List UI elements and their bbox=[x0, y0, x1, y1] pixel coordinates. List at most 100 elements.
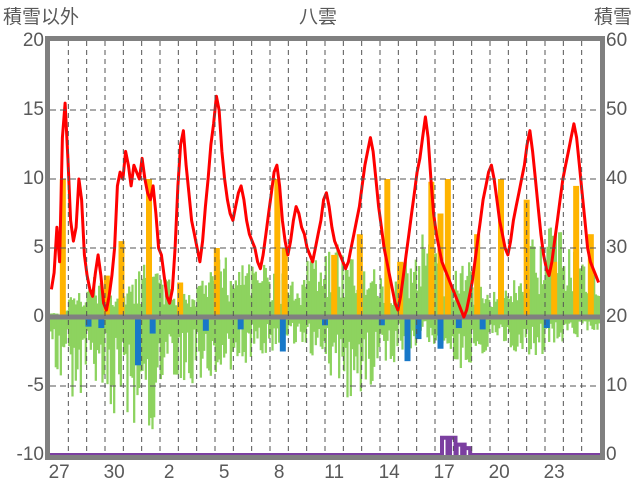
green-bar bbox=[556, 273, 559, 339]
green-bar bbox=[598, 295, 600, 324]
green-bar bbox=[359, 257, 362, 392]
green-bar bbox=[134, 279, 137, 342]
green-bar bbox=[264, 268, 267, 353]
green-bar bbox=[381, 286, 384, 335]
green-bar bbox=[158, 282, 161, 344]
green-bar bbox=[189, 306, 192, 379]
green-bar bbox=[336, 244, 339, 335]
green-bar bbox=[126, 293, 129, 413]
green-bar bbox=[519, 283, 522, 344]
green-bar bbox=[374, 284, 377, 332]
green-bar bbox=[81, 306, 84, 340]
green-bar bbox=[118, 303, 121, 375]
y-axis-right-tick-label: 0 bbox=[606, 444, 617, 465]
green-bar bbox=[371, 281, 374, 381]
green-bar bbox=[416, 290, 419, 326]
green-bar bbox=[173, 298, 176, 375]
green-bar bbox=[458, 293, 461, 334]
green-bar bbox=[79, 301, 82, 393]
green-bar bbox=[83, 305, 86, 339]
green-bar bbox=[491, 306, 494, 333]
x-axis-tick-label: 17 bbox=[433, 462, 455, 483]
green-bar bbox=[143, 264, 146, 364]
green-bar bbox=[351, 259, 354, 350]
green-bar bbox=[379, 278, 382, 334]
green-bar bbox=[423, 248, 426, 322]
green-bar bbox=[121, 305, 124, 342]
green-bar bbox=[161, 284, 164, 376]
orange-bar bbox=[428, 181, 435, 317]
left-axis-title: 積雪以外 bbox=[3, 7, 80, 28]
green-bar bbox=[154, 273, 157, 383]
green-bar bbox=[291, 281, 294, 323]
green-bar bbox=[93, 277, 96, 364]
green-bar bbox=[314, 260, 317, 346]
y-axis-left-tick-label: 15 bbox=[22, 99, 44, 120]
orange-bar bbox=[384, 179, 391, 317]
green-bar bbox=[268, 281, 271, 339]
green-bar bbox=[66, 310, 69, 330]
green-bar bbox=[493, 291, 496, 326]
green-bar bbox=[509, 296, 512, 348]
orange-bar bbox=[103, 275, 110, 317]
green-bar bbox=[124, 304, 127, 354]
green-bar bbox=[338, 286, 341, 379]
green-bar bbox=[263, 264, 266, 344]
green-bar bbox=[211, 276, 214, 342]
green-bar bbox=[50, 313, 52, 332]
green-bar bbox=[593, 274, 596, 330]
green-bar bbox=[354, 293, 357, 357]
green-bar bbox=[389, 303, 392, 359]
green-bar bbox=[569, 277, 572, 323]
x-axis-tick-label: 23 bbox=[543, 462, 565, 483]
green-bar bbox=[258, 282, 261, 328]
green-bar bbox=[206, 296, 209, 369]
green-bar bbox=[596, 295, 599, 330]
blue-bar bbox=[378, 317, 385, 326]
green-bar bbox=[559, 232, 562, 333]
green-bar bbox=[184, 299, 187, 363]
blue-bar bbox=[437, 317, 444, 349]
green-bar bbox=[579, 268, 582, 322]
green-bar bbox=[548, 228, 551, 342]
green-bar bbox=[56, 313, 59, 370]
green-bar bbox=[308, 281, 311, 324]
green-bar bbox=[188, 295, 191, 374]
green-bar bbox=[406, 273, 409, 341]
green-bar bbox=[68, 299, 71, 347]
green-bar bbox=[151, 276, 154, 430]
green-bar bbox=[69, 297, 72, 355]
green-bar bbox=[119, 297, 122, 387]
blue-bar bbox=[85, 317, 92, 327]
green-bar bbox=[571, 291, 574, 328]
green-bar bbox=[356, 289, 359, 374]
green-bar bbox=[116, 298, 119, 350]
orange-bar bbox=[573, 185, 580, 317]
orange-bar bbox=[474, 234, 481, 317]
green-bar bbox=[403, 262, 406, 337]
green-bar bbox=[539, 246, 542, 324]
green-bar bbox=[566, 285, 569, 331]
blue-bar bbox=[202, 317, 209, 331]
green-bar bbox=[516, 300, 519, 347]
green-bar bbox=[59, 313, 62, 376]
green-bar bbox=[133, 303, 136, 423]
blue-bar bbox=[543, 317, 550, 329]
green-bar bbox=[521, 291, 524, 350]
green-bar bbox=[353, 285, 356, 371]
green-bar bbox=[309, 261, 312, 354]
orange-bar bbox=[177, 282, 184, 317]
blue-bar bbox=[455, 317, 462, 329]
green-bar bbox=[563, 266, 566, 325]
orange-bar bbox=[118, 241, 125, 317]
green-bar bbox=[229, 281, 232, 370]
y-axis-left-tick-label: 10 bbox=[22, 168, 44, 189]
green-bar bbox=[159, 279, 162, 380]
green-bar bbox=[74, 304, 77, 381]
blue-bar bbox=[237, 317, 244, 330]
y-axis-left-tick-label: 5 bbox=[33, 237, 44, 258]
orange-bar bbox=[356, 234, 363, 317]
green-bar bbox=[96, 303, 99, 351]
green-bar bbox=[106, 293, 109, 385]
